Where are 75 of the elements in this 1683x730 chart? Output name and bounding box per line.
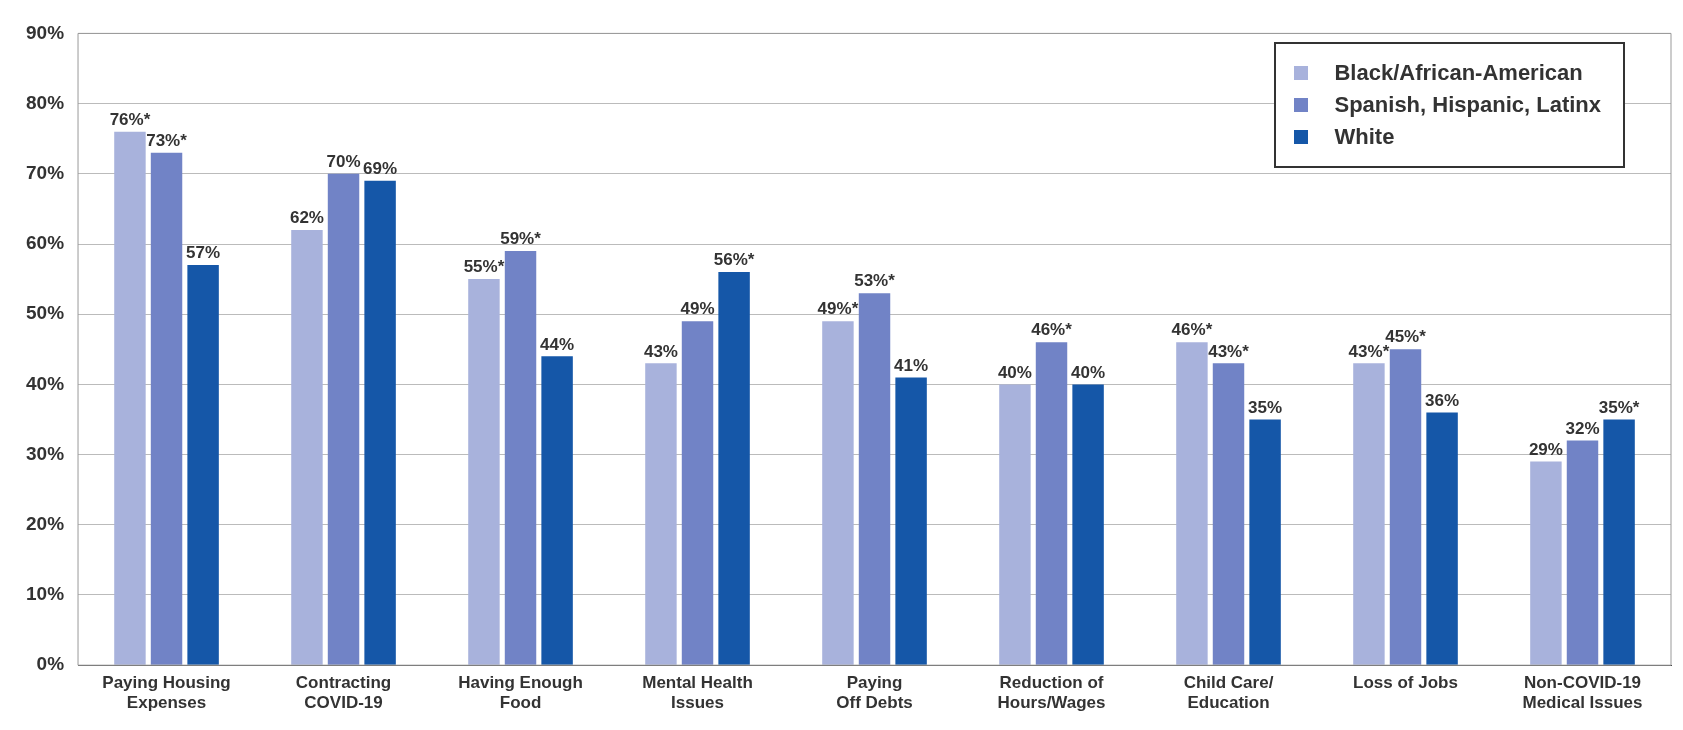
bar bbox=[858, 293, 891, 665]
bar bbox=[1176, 342, 1208, 665]
bar bbox=[468, 279, 500, 665]
data-label: 44% bbox=[540, 334, 575, 354]
y-tick-label: 0% bbox=[36, 653, 65, 675]
data-label: 62% bbox=[289, 208, 324, 228]
y-tick-label: 20% bbox=[26, 513, 65, 535]
data-label: 29% bbox=[1528, 439, 1563, 459]
bar bbox=[541, 356, 573, 665]
data-label: 36% bbox=[1425, 390, 1460, 410]
bar bbox=[1353, 363, 1385, 665]
data-label: 40% bbox=[1071, 362, 1106, 382]
x-tick-label: Paying Housing Expenses bbox=[102, 673, 231, 713]
bar bbox=[822, 321, 854, 665]
data-label: 53%* bbox=[854, 271, 896, 291]
data-label: 76%* bbox=[109, 109, 151, 129]
y-tick-label: 90% bbox=[26, 21, 65, 43]
bar bbox=[1530, 461, 1562, 665]
data-label: 70% bbox=[326, 151, 361, 171]
data-label: 43%* bbox=[1208, 341, 1250, 361]
bar bbox=[1035, 342, 1068, 665]
x-tick-label: Having Enough Food bbox=[458, 673, 583, 713]
legend-label: Black/African-American bbox=[1334, 60, 1583, 86]
data-label: 73%* bbox=[146, 130, 188, 150]
bar bbox=[1212, 363, 1245, 665]
bar bbox=[999, 384, 1031, 665]
data-label: 69% bbox=[363, 159, 398, 179]
x-tick-label: Non-COVID-19 Medical Issues bbox=[1522, 673, 1643, 713]
data-label: 56%* bbox=[713, 250, 755, 270]
data-label: 46%* bbox=[1171, 320, 1213, 340]
data-label: 35%* bbox=[1598, 397, 1640, 417]
bar bbox=[1072, 384, 1104, 665]
data-label: 40% bbox=[997, 362, 1032, 382]
bar bbox=[504, 251, 537, 665]
x-tick-label: Loss of Jobs bbox=[1353, 673, 1458, 693]
bar bbox=[364, 180, 396, 665]
data-label: 46%* bbox=[1031, 320, 1073, 340]
data-label: 55%* bbox=[463, 257, 505, 277]
y-tick-label: 30% bbox=[26, 442, 65, 464]
data-label: 43%* bbox=[1348, 341, 1390, 361]
bar bbox=[681, 321, 714, 665]
bar bbox=[895, 377, 927, 665]
data-label: 35% bbox=[1248, 397, 1283, 417]
bar bbox=[1603, 419, 1635, 665]
x-tick-label: Reduction of Hours/Wages bbox=[997, 673, 1106, 713]
y-tick-label: 50% bbox=[26, 302, 65, 324]
data-label: 32% bbox=[1565, 418, 1600, 438]
x-tick-label: Mental Health Issues bbox=[642, 673, 753, 713]
x-tick-label: Paying Off Debts bbox=[836, 673, 913, 713]
x-tick-label: Child Care/ Education bbox=[1183, 673, 1274, 713]
y-tick-label: 10% bbox=[26, 583, 65, 605]
legend-label: White bbox=[1334, 124, 1395, 150]
bar bbox=[1426, 412, 1458, 665]
bar bbox=[1249, 419, 1281, 665]
bar bbox=[1566, 440, 1599, 665]
data-label: 49% bbox=[680, 299, 715, 319]
bar bbox=[327, 173, 360, 665]
y-tick-label: 60% bbox=[26, 232, 65, 254]
bar bbox=[718, 272, 750, 665]
bar bbox=[150, 152, 183, 665]
y-tick-label: 80% bbox=[26, 91, 65, 113]
bar bbox=[187, 265, 219, 665]
y-tick-label: 70% bbox=[26, 162, 65, 184]
bar bbox=[1389, 349, 1422, 665]
bar bbox=[645, 363, 677, 665]
y-tick-label: 40% bbox=[26, 372, 65, 394]
data-label: 59%* bbox=[500, 229, 542, 249]
data-label: 43% bbox=[643, 341, 678, 361]
data-label: 49%* bbox=[817, 299, 859, 319]
data-label: 41% bbox=[894, 355, 929, 375]
x-tick-label: Contracting COVID-19 bbox=[295, 673, 392, 713]
data-label: 57% bbox=[186, 243, 221, 263]
legend-label: Spanish, Hispanic, Latinx bbox=[1334, 92, 1601, 118]
bar bbox=[291, 229, 323, 665]
bar bbox=[114, 131, 146, 665]
